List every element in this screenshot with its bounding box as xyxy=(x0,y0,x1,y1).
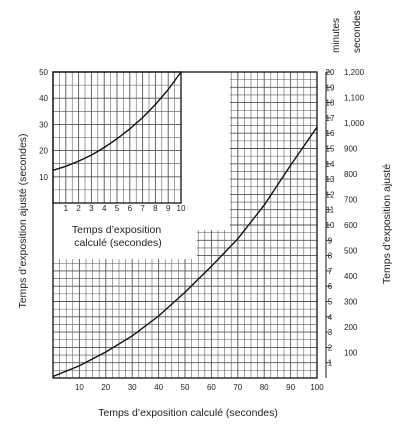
seconds-tick-label: 1,100 xyxy=(344,94,365,103)
seconds-tick-label: 400 xyxy=(344,272,358,281)
seconds-tick-label: 1,200 xyxy=(344,68,365,77)
inset-y-tick-label: 30 xyxy=(39,120,48,129)
minutes-tick-label: 19 xyxy=(326,83,335,92)
y-axis-label: Temps d’exposition ajusté (secondes) xyxy=(17,133,29,308)
inset-x-tick-label: 7 xyxy=(140,204,145,213)
inset-x-tick-label: 2 xyxy=(76,204,81,213)
minutes-tick-label: 2 xyxy=(328,343,333,352)
minutes-header: minutes xyxy=(331,18,342,53)
seconds-tick-label: 100 xyxy=(344,348,358,357)
inset-y-tick-label: 50 xyxy=(39,68,48,77)
minutes-tick-label: 12 xyxy=(326,190,335,199)
inset-x-tick-label: 9 xyxy=(166,204,171,213)
seconds-tick-label: 900 xyxy=(344,145,358,154)
inset-grid xyxy=(52,71,182,204)
minutes-tick-label: 16 xyxy=(326,129,335,138)
inset-curve xyxy=(52,71,182,171)
inset-x-tick-label: 8 xyxy=(153,204,158,213)
seconds-tick-label: 1,000 xyxy=(344,119,365,128)
inset-x-tick-label: 6 xyxy=(128,204,133,213)
minutes-tick-label: 1 xyxy=(328,359,333,368)
minutes-tick-label: 3 xyxy=(328,328,333,337)
inset-xlabel: Temps d’exposition calculé (secondes) xyxy=(72,224,164,249)
x-tick-label: 100 xyxy=(310,383,324,392)
seconds-header: secondes xyxy=(352,10,363,53)
minutes-tick-label: 14 xyxy=(326,160,335,169)
seconds-tick-label: 200 xyxy=(344,323,358,332)
seconds-tick-label: 500 xyxy=(344,247,358,256)
x-tick-label: 60 xyxy=(207,383,216,392)
seconds-tick-label: 800 xyxy=(344,170,358,179)
minutes-tick-label: 10 xyxy=(326,221,335,230)
main-curve xyxy=(52,126,318,378)
seconds-tick-label: 700 xyxy=(344,195,358,204)
minutes-tick-label: 8 xyxy=(328,252,333,261)
inset-x-tick-label: 3 xyxy=(89,204,94,213)
minutes-tick-label: 13 xyxy=(326,175,335,184)
inset-x-tick-label: 1 xyxy=(64,204,69,213)
x-tick-label: 50 xyxy=(181,383,190,392)
x-tick-label: 80 xyxy=(260,383,269,392)
curves xyxy=(52,71,318,378)
inset-y-tick-label: 40 xyxy=(39,94,48,103)
inset-panel xyxy=(53,72,197,259)
x-axis-label: Temps d’exposition calculé (secondes) xyxy=(98,407,278,419)
minutes-tick-label: 5 xyxy=(328,298,333,307)
minutes-tick-label: 11 xyxy=(326,206,335,215)
inset-y-tick-label: 20 xyxy=(39,147,48,156)
minutes-tick-label: 4 xyxy=(328,313,333,322)
minutes-tick-label: 15 xyxy=(326,145,335,154)
inset-x-tick-label: 4 xyxy=(102,204,107,213)
minutes-tick-label: 18 xyxy=(326,99,335,108)
minutes-tick-label: 17 xyxy=(326,114,335,123)
minutes-tick-label: 7 xyxy=(328,267,333,276)
inset-frame xyxy=(52,71,182,204)
x-tick-label: 10 xyxy=(75,383,84,392)
inset-y-tick-label: 10 xyxy=(39,173,48,182)
x-tick-label: 30 xyxy=(128,383,137,392)
main-frame xyxy=(52,71,318,379)
inset-x-tick-label: 5 xyxy=(115,204,120,213)
inset-x-tick-label: 10 xyxy=(177,204,186,213)
x-tick-label: 40 xyxy=(154,383,163,392)
x-tick-label: 70 xyxy=(233,383,242,392)
minutes-tick-label: 6 xyxy=(328,282,333,291)
right-axis-label: Temps d’exposition ajusté xyxy=(381,164,393,284)
inset-background xyxy=(53,72,230,259)
x-tick-label: 20 xyxy=(101,383,110,392)
inset-gap xyxy=(197,72,230,230)
seconds-tick-label: 600 xyxy=(344,221,358,230)
seconds-tick-label: 300 xyxy=(344,298,358,307)
minutes-tick-label: 20 xyxy=(326,68,335,77)
x-tick-label: 90 xyxy=(286,383,295,392)
minutes-tick-label: 9 xyxy=(328,236,333,245)
